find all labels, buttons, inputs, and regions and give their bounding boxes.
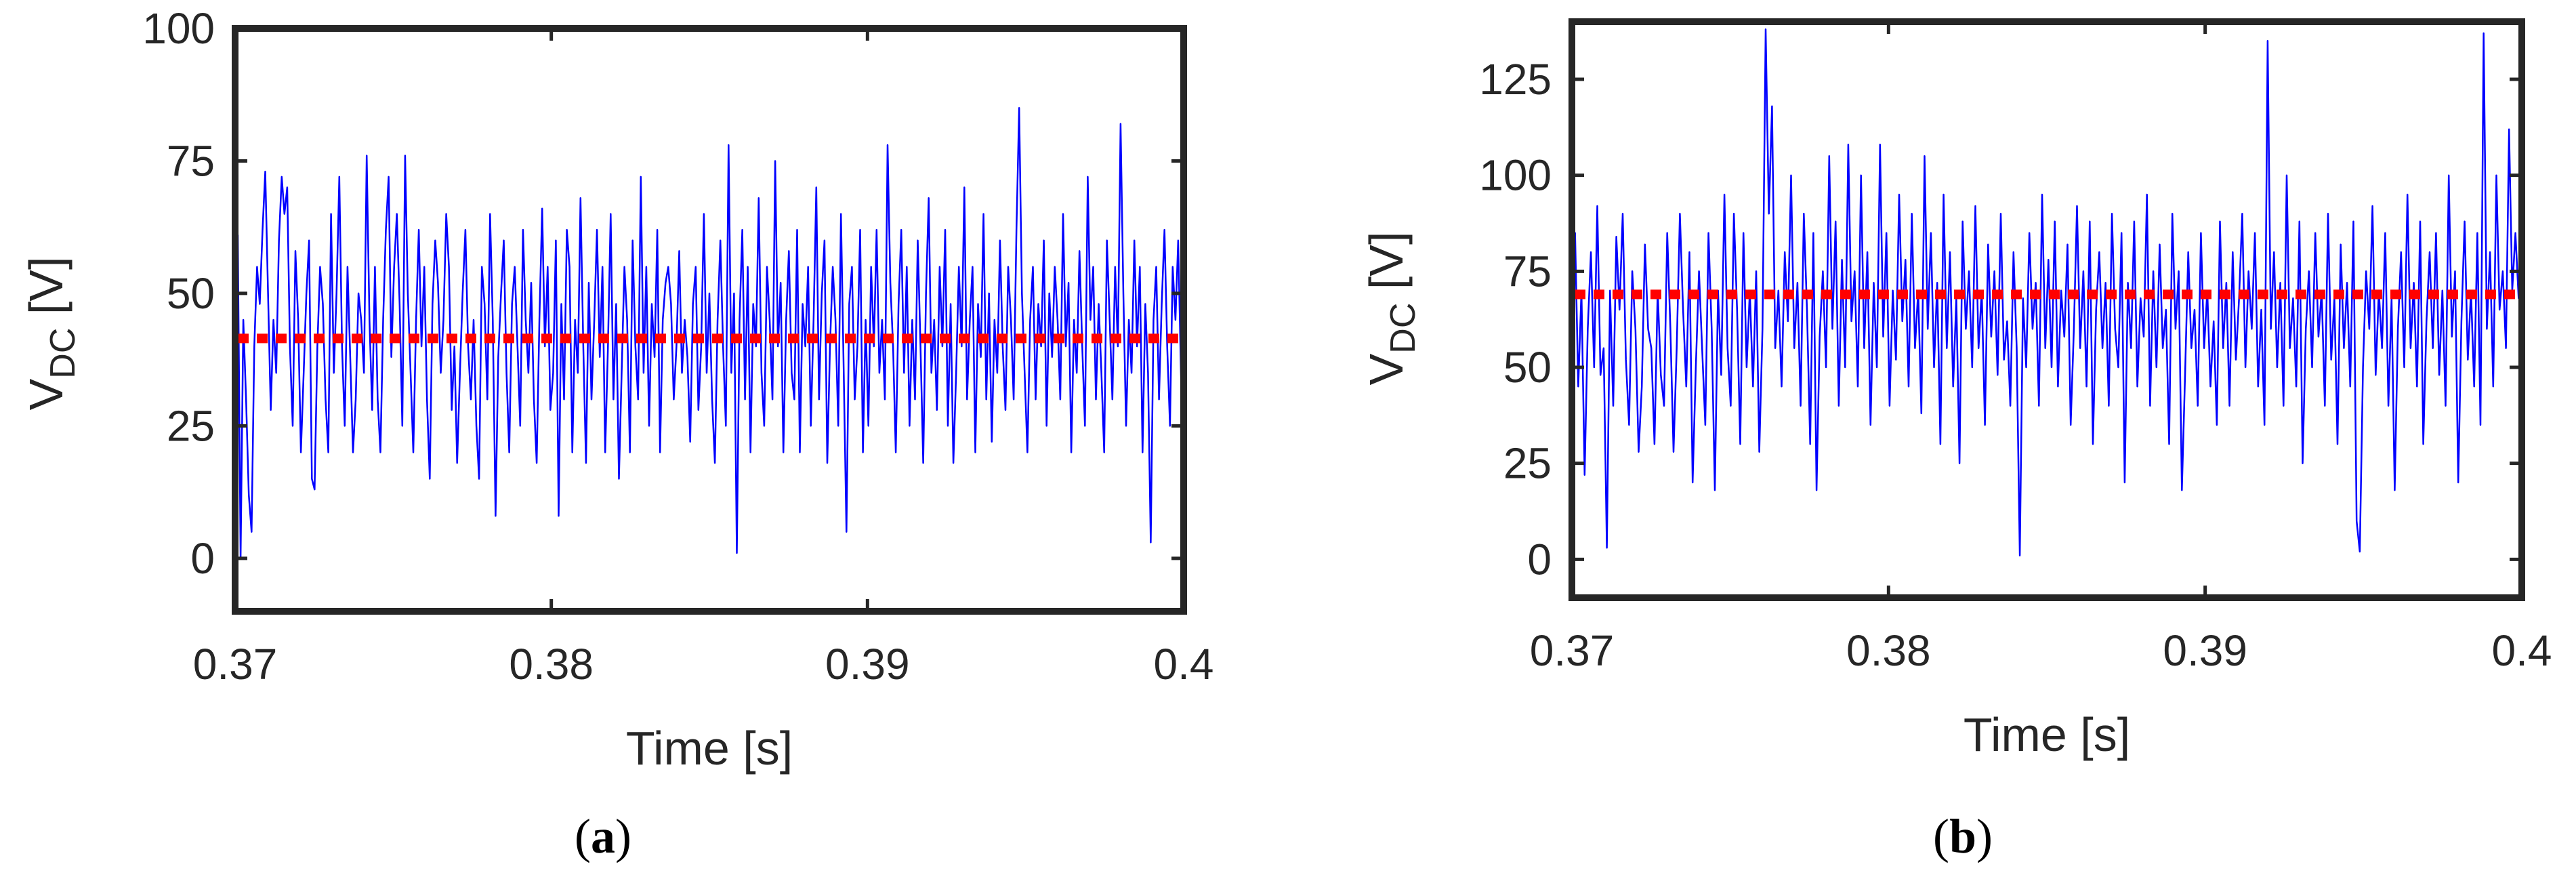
x-tick-label: 0.37 xyxy=(1530,626,1615,675)
y-tick-label: 125 xyxy=(1479,55,1552,104)
y-axis-label-b: VDC [V] xyxy=(1360,232,1423,386)
x-tick-label: 0.37 xyxy=(193,640,278,689)
y-tick-label: 25 xyxy=(167,401,215,450)
x-axis-label-a: Time [s] xyxy=(626,722,793,775)
plot-area-b xyxy=(1569,18,2525,601)
y-tick-labels-b: 0 25 50 75 100 125 xyxy=(1479,55,1552,584)
y-tick-label: 50 xyxy=(1503,343,1552,392)
chart-panel-a: VDC [V] 0 25 50 75 100 0.37 0.38 0.39 0.4 Time … xyxy=(20,4,1213,863)
y-tick-label: 0 xyxy=(190,534,215,583)
panel-label-a: (a) xyxy=(575,809,631,863)
signal-line-a xyxy=(234,107,1185,560)
axes-box-b xyxy=(1569,18,2525,601)
axes-box-a xyxy=(232,25,1187,615)
x-tick-label: 0.39 xyxy=(825,640,910,689)
y-tick-label: 100 xyxy=(142,4,215,53)
x-tick-label: 0.4 xyxy=(2492,626,2552,675)
x-tick-label: 0.4 xyxy=(1154,640,1214,689)
y-tick-labels-a: 0 25 50 75 100 xyxy=(142,4,215,583)
x-axis-label-b: Time [s] xyxy=(1964,708,2130,761)
y-tick-label: 0 xyxy=(1527,535,1552,584)
x-tick-label: 0.39 xyxy=(2163,626,2247,675)
y-tick-label: 50 xyxy=(167,269,215,318)
plot-area-a xyxy=(232,25,1187,615)
y-tick-label: 100 xyxy=(1479,151,1552,200)
signal-line-b xyxy=(1571,28,2523,556)
y-tick-label: 75 xyxy=(1503,247,1552,295)
y-axis-label-a: VDC [V] xyxy=(20,257,83,411)
x-tick-label: 0.38 xyxy=(1846,626,1931,675)
chart-panel-b: VDC [V] 0 25 50 75 100 125 0.37 0.38 0.39 0.4 Ti… xyxy=(1360,18,2552,863)
panel-label-b: (b) xyxy=(1933,809,1993,863)
x-tick-labels-b: 0.37 0.38 0.39 0.4 xyxy=(1530,626,2552,675)
y-tick-label: 25 xyxy=(1503,439,1552,488)
y-tick-label: 75 xyxy=(167,136,215,185)
x-tick-label: 0.38 xyxy=(509,640,594,689)
x-tick-labels-a: 0.37 0.38 0.39 0.4 xyxy=(193,640,1214,689)
